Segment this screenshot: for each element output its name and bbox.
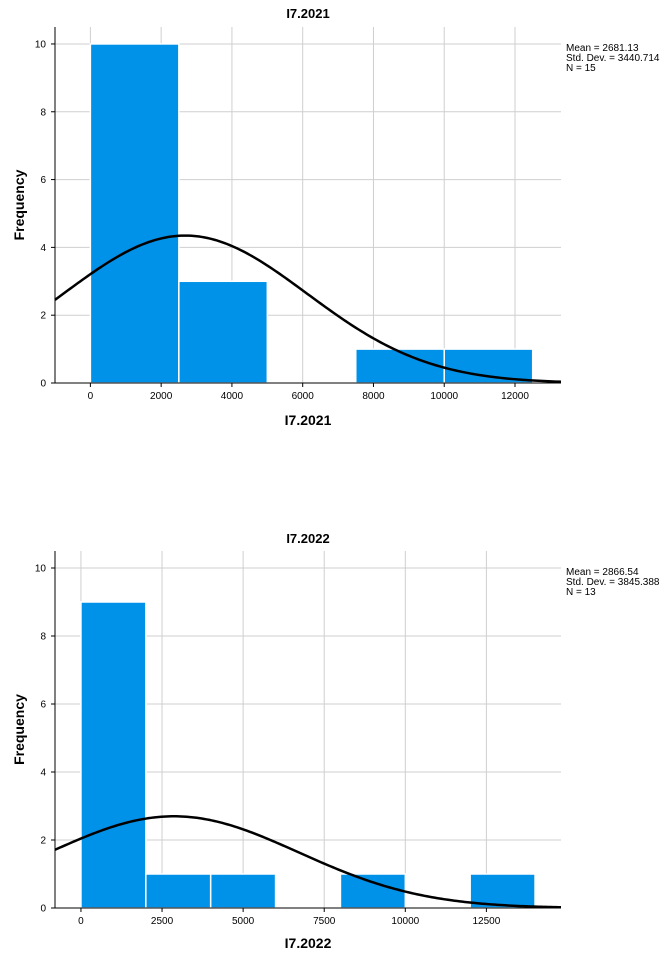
chart-title: I7.2021 — [286, 6, 329, 21]
histogram-bar — [178, 280, 269, 384]
y-tick-label: 10 — [35, 39, 47, 50]
x-tick-label: 12000 — [501, 391, 529, 402]
x-tick-label: 2000 — [150, 391, 173, 402]
histogram-bar — [355, 348, 445, 384]
y-tick-label: 10 — [35, 564, 47, 575]
x-tick-label: 6000 — [292, 391, 315, 402]
histogram-bar — [443, 348, 534, 384]
x-tick-label: 4000 — [221, 391, 244, 402]
y-tick-label: 0 — [40, 904, 46, 915]
x-tick-label: 10000 — [430, 391, 458, 402]
y-tick-label: 4 — [40, 243, 46, 254]
stats-line: Std. Dev. = 3440.714 — [566, 53, 660, 64]
histogram-bar — [145, 873, 212, 909]
x-tick-label: 5000 — [232, 916, 255, 927]
y-axis-label: Frequency — [11, 694, 27, 765]
x-tick-label: 7500 — [313, 916, 336, 927]
normal-curve — [54, 815, 562, 909]
x-tick-label: 0 — [78, 916, 84, 927]
normal-curve — [54, 234, 562, 383]
y-tick-label: 8 — [40, 107, 46, 118]
x-tick-label: 10000 — [391, 916, 419, 927]
histogram-bar — [339, 873, 407, 909]
x-axis-label: I7.2021 — [285, 412, 332, 428]
y-tick-label: 2 — [40, 311, 46, 322]
y-tick-label: 6 — [40, 175, 46, 186]
y-tick-label: 8 — [40, 632, 46, 643]
y-tick-label: 4 — [40, 768, 46, 779]
y-tick-label: 0 — [40, 379, 46, 390]
x-tick-label: 8000 — [362, 391, 385, 402]
histogram-bar — [209, 873, 277, 909]
x-tick-label: 12500 — [472, 916, 500, 927]
stats-line: Mean = 2681.13 — [566, 43, 639, 54]
histogram-bar — [89, 43, 180, 384]
y-tick-label: 2 — [40, 836, 46, 847]
y-tick-label: 6 — [40, 700, 46, 711]
stats-line: N = 13 — [566, 587, 596, 598]
stats-line: Mean = 2866.54 — [566, 567, 639, 578]
histogram-bar — [80, 601, 147, 909]
histogram-1: 0 2 4 6 8 10 0 2000 4000 6000 8000 10000 12000 I7.202… — [11, 6, 660, 428]
y-axis-label: Frequency — [11, 169, 27, 240]
chart-title: I7.2022 — [286, 531, 329, 546]
histogram-2: 0 2 4 6 8 10 0 2500 5000 7500 10000 12500 I7.2022 I7.… — [11, 531, 660, 951]
x-tick-label: 2500 — [151, 916, 174, 927]
x-tick-label: 0 — [88, 391, 94, 402]
x-axis-label: I7.2022 — [285, 935, 332, 951]
stats-line: N = 15 — [566, 63, 596, 74]
stats-line: Std. Dev. = 3845.388 — [566, 577, 660, 588]
